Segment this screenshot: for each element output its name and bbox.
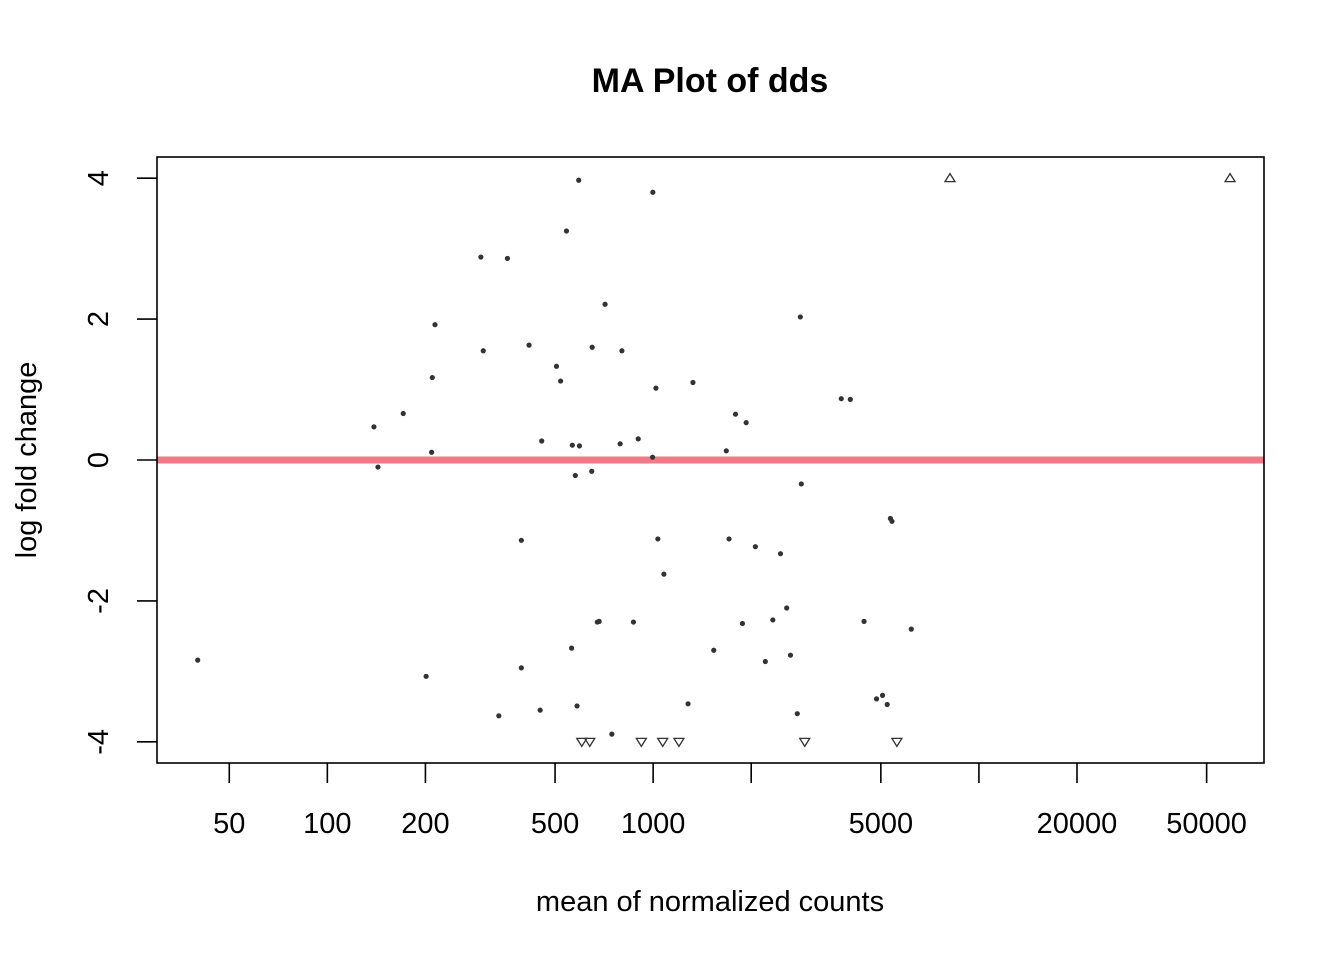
data-point <box>723 448 729 454</box>
data-point <box>375 464 381 470</box>
x-tick-label: 50 <box>213 808 245 840</box>
data-point <box>576 177 582 183</box>
data-point <box>690 379 696 386</box>
data-point <box>879 692 886 698</box>
outlier-down-marker <box>672 737 686 748</box>
data-point <box>602 301 608 307</box>
y-tick-label: -4 <box>83 729 115 755</box>
data-point <box>649 454 656 460</box>
data-point <box>574 703 580 709</box>
data-point <box>752 544 758 550</box>
data-point <box>576 443 583 449</box>
x-tick-label: 100 <box>303 808 351 840</box>
y-axis-label: log fold change <box>11 362 43 559</box>
data-point <box>423 673 429 679</box>
data-point <box>478 254 484 260</box>
x-axis-label: mean of normalized counts <box>536 886 884 918</box>
data-point <box>569 442 575 448</box>
data-point <box>838 396 844 402</box>
data-point <box>572 472 578 479</box>
data-point <box>539 438 545 444</box>
data-point <box>429 449 435 455</box>
data-point <box>770 617 776 623</box>
data-point <box>711 647 717 653</box>
data-point <box>568 645 575 651</box>
chart-title: MA Plot of dds <box>592 62 829 100</box>
data-point <box>884 701 890 708</box>
data-point <box>371 424 377 430</box>
data-point <box>553 363 560 369</box>
data-point <box>563 228 570 234</box>
data-point <box>655 536 661 542</box>
y-tick-label: 0 <box>83 452 115 468</box>
data-point <box>732 411 739 417</box>
data-point <box>518 665 524 671</box>
y-tick-label: -2 <box>83 588 115 614</box>
data-point <box>726 536 732 542</box>
outlier-down-marker <box>890 737 904 748</box>
data-point <box>685 701 691 707</box>
y-axis: -4 -2 0 2 4 <box>83 170 157 755</box>
data-point <box>432 322 438 328</box>
data-point <box>794 711 800 717</box>
data-point <box>630 619 637 625</box>
data-point <box>787 652 794 658</box>
outlier-down-marker <box>583 737 596 748</box>
data-point <box>797 314 803 320</box>
data-point <box>873 696 880 702</box>
outlier-down-marker <box>575 737 588 748</box>
data-point <box>596 618 602 624</box>
x-tick-label: 50000 <box>1166 808 1247 840</box>
y-tick-label: 4 <box>83 170 115 186</box>
outlier-down-marker <box>798 737 811 748</box>
data-point <box>619 348 625 354</box>
data-point <box>908 626 914 632</box>
data-point <box>537 707 543 713</box>
data-point <box>504 255 510 262</box>
outlier-down-marker <box>656 737 669 748</box>
x-tick-label: 5000 <box>849 808 914 840</box>
y-tick-label: 2 <box>83 311 115 327</box>
data-point <box>429 374 435 381</box>
data-point <box>617 441 623 447</box>
data-point <box>784 605 790 611</box>
data-point <box>650 189 656 195</box>
x-tick-label: 500 <box>531 808 579 840</box>
data-point <box>526 342 532 348</box>
data-point <box>653 385 659 391</box>
data-point <box>798 481 804 487</box>
data-point <box>847 396 853 402</box>
data-point <box>518 537 524 543</box>
data-point <box>661 571 667 577</box>
plot-area <box>157 172 1264 748</box>
data-point <box>609 731 615 737</box>
x-tick-label: 200 <box>401 808 449 840</box>
x-tick-label: 20000 <box>1037 808 1118 840</box>
data-point <box>496 713 502 719</box>
outlier-down-marker <box>635 737 648 748</box>
data-point <box>762 658 768 665</box>
data-point <box>861 618 867 624</box>
data-point <box>739 620 746 627</box>
data-point <box>589 468 595 474</box>
data-point <box>480 348 486 354</box>
data-point <box>400 410 406 417</box>
outlier-up-marker <box>943 172 957 183</box>
data-point <box>558 378 564 384</box>
data-point <box>743 420 749 426</box>
data-point <box>889 518 895 524</box>
outlier-up-marker <box>1223 172 1237 183</box>
data-point <box>589 344 595 350</box>
x-axis: 50 100 200 500 1000 5000 20000 50000 <box>213 763 1247 840</box>
data-point <box>777 551 784 557</box>
data-point <box>635 436 641 442</box>
x-tick-label: 1000 <box>621 808 686 840</box>
data-point <box>195 657 201 663</box>
